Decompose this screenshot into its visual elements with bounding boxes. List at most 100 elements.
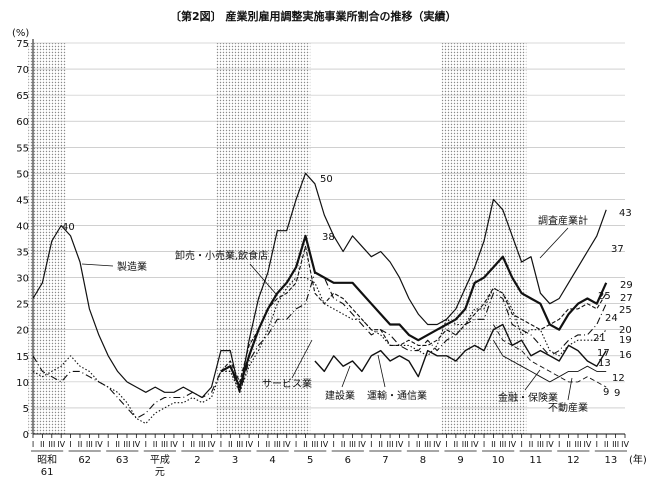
chart-title: 〔第2図〕 産業別雇用調整実施事業所割合の推移（実績） bbox=[170, 9, 456, 23]
x-quarter-label: III bbox=[123, 440, 130, 449]
y-tick-label: 65 bbox=[16, 91, 29, 102]
x-quarter-label: I bbox=[445, 440, 447, 449]
x-quarter-label: I bbox=[520, 440, 522, 449]
y-tick-label: 10 bbox=[16, 378, 29, 389]
x-quarter-label: IV bbox=[546, 440, 554, 449]
shaded-period bbox=[28, 43, 66, 434]
x-quarter-label: II bbox=[491, 440, 496, 449]
series-annotation: 不動産業 bbox=[548, 401, 588, 414]
x-quarter-label: III bbox=[462, 440, 469, 449]
x-quarter-label: III bbox=[574, 440, 581, 449]
y-tick-label: 15 bbox=[16, 352, 29, 363]
x-quarter-label: III bbox=[86, 440, 93, 449]
x-quarter-label: IV bbox=[396, 440, 404, 449]
y-tick-label: 30 bbox=[16, 274, 29, 285]
x-quarter-label: IV bbox=[508, 440, 516, 449]
end-value-label: 17 bbox=[597, 348, 610, 359]
series-annotation: 建設業 bbox=[325, 389, 355, 402]
x-year-label: 63 bbox=[116, 455, 129, 466]
annotation-leader bbox=[524, 369, 541, 391]
x-quarter-label: III bbox=[537, 440, 544, 449]
x-year-label: 平成 bbox=[150, 454, 170, 466]
annotation-leader bbox=[249, 263, 277, 295]
x-year-label: 13 bbox=[605, 455, 618, 466]
x-quarter-label: IV bbox=[320, 440, 328, 449]
series-line bbox=[32, 271, 607, 419]
x-quarter-label: IV bbox=[245, 440, 253, 449]
y-tick-label: 40 bbox=[16, 221, 29, 232]
x-quarter-label: I bbox=[333, 440, 335, 449]
y-tick-label: 35 bbox=[16, 248, 29, 259]
x-quarter-label: II bbox=[228, 440, 233, 449]
peak-value-label: 38 bbox=[322, 232, 335, 243]
x-quarter-label: I bbox=[558, 440, 560, 449]
x-year-sublabel: 元 bbox=[155, 467, 165, 478]
x-quarter-label: III bbox=[499, 440, 506, 449]
y-tick-label: 55 bbox=[16, 143, 29, 154]
x-quarter-label: III bbox=[161, 440, 168, 449]
series-line bbox=[314, 323, 607, 378]
x-quarter-label: II bbox=[341, 440, 346, 449]
end-value-label: 37 bbox=[611, 244, 624, 255]
end-value-label: 9 bbox=[603, 387, 609, 398]
x-quarter-label: IV bbox=[95, 440, 103, 449]
shaded-period bbox=[216, 43, 311, 434]
peak-value-label: 25 bbox=[598, 291, 611, 302]
x-year-label: 10 bbox=[492, 455, 505, 466]
x-quarter-label: I bbox=[370, 440, 372, 449]
end-value-label: 20 bbox=[619, 325, 632, 336]
x-quarter-label: III bbox=[387, 440, 394, 449]
x-quarter-label: I bbox=[145, 440, 147, 449]
x-quarter-label: II bbox=[303, 440, 308, 449]
x-year-label: 3 bbox=[232, 455, 238, 466]
x-quarter-label: II bbox=[40, 440, 45, 449]
x-quarter-label: IV bbox=[57, 440, 65, 449]
end-value-label: 29 bbox=[620, 280, 633, 291]
series-line bbox=[32, 172, 607, 399]
x-year-label: 5 bbox=[307, 455, 313, 466]
x-quarter-label: IV bbox=[132, 440, 140, 449]
x-quarter-label: II bbox=[153, 440, 158, 449]
y-tick-label: 50 bbox=[16, 169, 29, 180]
x-year-label: 7 bbox=[382, 455, 388, 466]
x-quarter-label: III bbox=[612, 440, 619, 449]
series-annotation: 調査産業計 bbox=[538, 214, 588, 227]
series-line bbox=[32, 277, 607, 425]
x-quarter-label: III bbox=[311, 440, 318, 449]
y-tick-label: 5 bbox=[23, 404, 29, 415]
x-quarter-label: I bbox=[596, 440, 598, 449]
x-quarter-label: I bbox=[408, 440, 410, 449]
x-year-label: 11 bbox=[529, 455, 542, 466]
x-quarter-label: II bbox=[529, 440, 534, 449]
end-value-label: 19 bbox=[619, 335, 632, 346]
y-tick-label: 45 bbox=[16, 195, 29, 206]
x-quarter-label: III bbox=[424, 440, 431, 449]
x-quarter-label: I bbox=[220, 440, 222, 449]
x-quarter-label: IV bbox=[208, 440, 216, 449]
end-value-label: 25 bbox=[619, 305, 632, 316]
x-year-label: 6 bbox=[345, 455, 351, 466]
x-quarter-label: II bbox=[566, 440, 571, 449]
y-tick-label: 60 bbox=[16, 117, 29, 128]
series-annotation: 卸売・小売業,飲食店 bbox=[175, 249, 268, 262]
x-quarter-label: IV bbox=[471, 440, 479, 449]
x-quarter-label: I bbox=[107, 440, 109, 449]
x-quarter-label: III bbox=[48, 440, 55, 449]
x-year-label: 2 bbox=[194, 455, 200, 466]
series-annotation: 運輸・通信業 bbox=[367, 389, 427, 402]
y-tick-label: 70 bbox=[16, 65, 29, 76]
x-quarter-label: III bbox=[274, 440, 281, 449]
x-quarter-label: III bbox=[236, 440, 243, 449]
x-quarter-label: I bbox=[257, 440, 259, 449]
x-quarter-label: II bbox=[378, 440, 383, 449]
x-year-label: 4 bbox=[269, 455, 275, 466]
x-quarter-label: IV bbox=[433, 440, 441, 449]
x-quarter-label: IV bbox=[170, 440, 178, 449]
annotation-leader bbox=[291, 339, 313, 379]
end-value-label: 13 bbox=[598, 358, 611, 369]
end-value-label: 16 bbox=[619, 350, 632, 361]
x-year-label: 8 bbox=[420, 455, 426, 466]
series-annotation: 製造業 bbox=[117, 260, 147, 273]
end-value-label: 43 bbox=[619, 208, 632, 219]
